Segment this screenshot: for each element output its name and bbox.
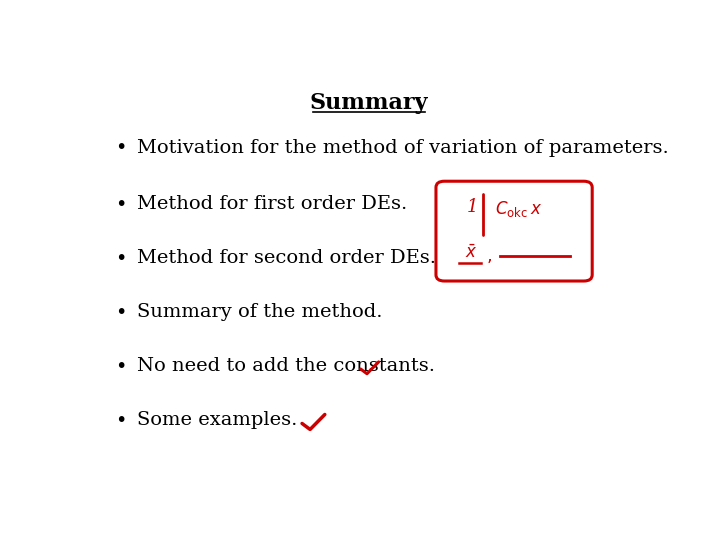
Text: •: • (115, 303, 127, 322)
Text: $C_{\rm okc}\,x$: $C_{\rm okc}\,x$ (495, 199, 541, 219)
Text: •: • (115, 248, 127, 268)
Text: Some examples.: Some examples. (138, 411, 298, 429)
Text: •: • (115, 138, 127, 158)
Text: •: • (115, 357, 127, 376)
Text: Motivation for the method of variation of parameters.: Motivation for the method of variation o… (138, 139, 669, 157)
Text: Summary of the method.: Summary of the method. (138, 303, 383, 321)
Text: $\bar{x}$: $\bar{x}$ (464, 244, 477, 262)
Text: Method for first order DEs.: Method for first order DEs. (138, 195, 408, 213)
Text: •: • (115, 194, 127, 214)
Text: Method for second order DEs.: Method for second order DEs. (138, 249, 436, 267)
Text: •: • (115, 411, 127, 430)
Text: No need to add the constants.: No need to add the constants. (138, 357, 436, 375)
Text: 1: 1 (467, 198, 478, 215)
Text: Summary: Summary (310, 92, 428, 114)
Text: ,: , (486, 247, 492, 265)
